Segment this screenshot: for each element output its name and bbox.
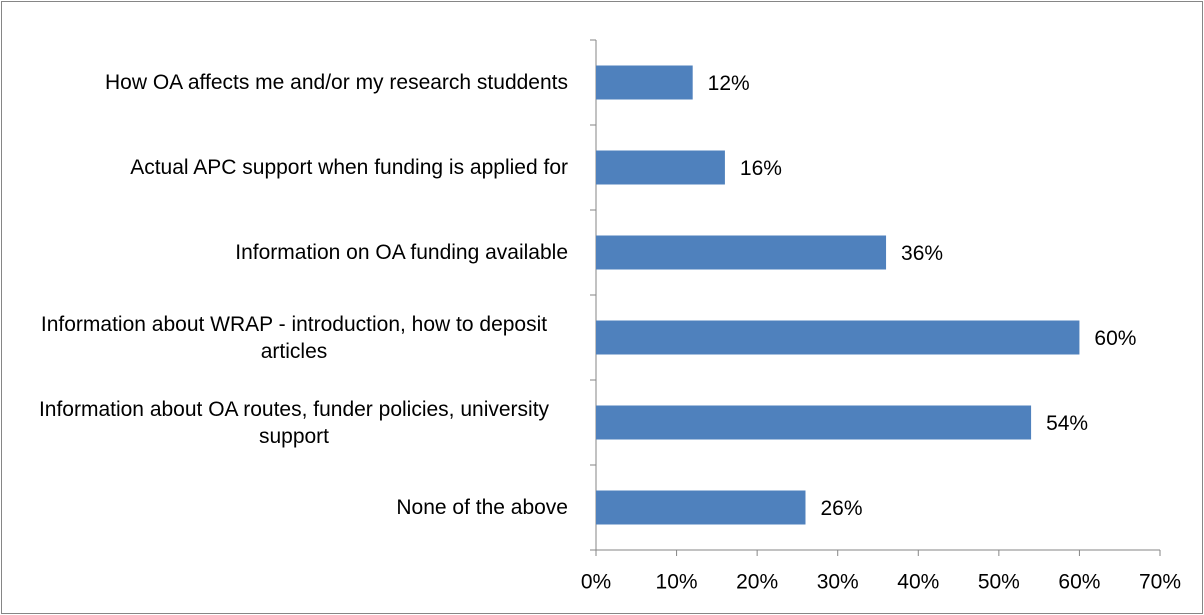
y-tick-label: Information on OA funding available [235, 241, 568, 264]
category-label-box: Information on OA funding available [8, 210, 568, 295]
category-label-box: Information about WRAP - introduction, h… [8, 295, 568, 380]
x-tick-label: 30% [817, 571, 859, 594]
bar [596, 65, 693, 100]
category-label-box: How OA affects me and/or my research stu… [8, 40, 568, 125]
bar [596, 150, 725, 185]
bar [596, 490, 806, 525]
x-tick-label: 0% [581, 571, 611, 594]
value-label: 54% [1046, 412, 1088, 435]
x-tick-label: 20% [736, 571, 778, 594]
y-tick-label: None of the above [396, 496, 568, 519]
value-label: 36% [901, 242, 943, 265]
bar [596, 320, 1080, 355]
bar [596, 235, 887, 270]
value-label: 60% [1094, 327, 1136, 350]
x-tick-label: 10% [656, 571, 698, 594]
y-tick-label: Information about WRAP - introduction, h… [40, 312, 548, 363]
x-tick-label: 70% [1139, 571, 1181, 594]
x-tick-label: 50% [978, 571, 1020, 594]
value-label: 12% [708, 72, 750, 95]
y-tick-label: How OA affects me and/or my research stu… [105, 71, 568, 94]
bar [596, 405, 1032, 440]
x-tick-label: 60% [1058, 571, 1100, 594]
category-label-box: None of the above [8, 465, 568, 550]
category-label-box: Information about OA routes, funder poli… [8, 380, 568, 465]
value-label: 26% [820, 497, 862, 520]
y-tick-label: Actual APC support when funding is appli… [130, 156, 568, 179]
category-label-box: Actual APC support when funding is appli… [8, 125, 568, 210]
y-tick-label: Information about OA routes, funder poli… [38, 397, 550, 448]
x-tick-label: 40% [897, 571, 939, 594]
value-label: 16% [740, 157, 782, 180]
